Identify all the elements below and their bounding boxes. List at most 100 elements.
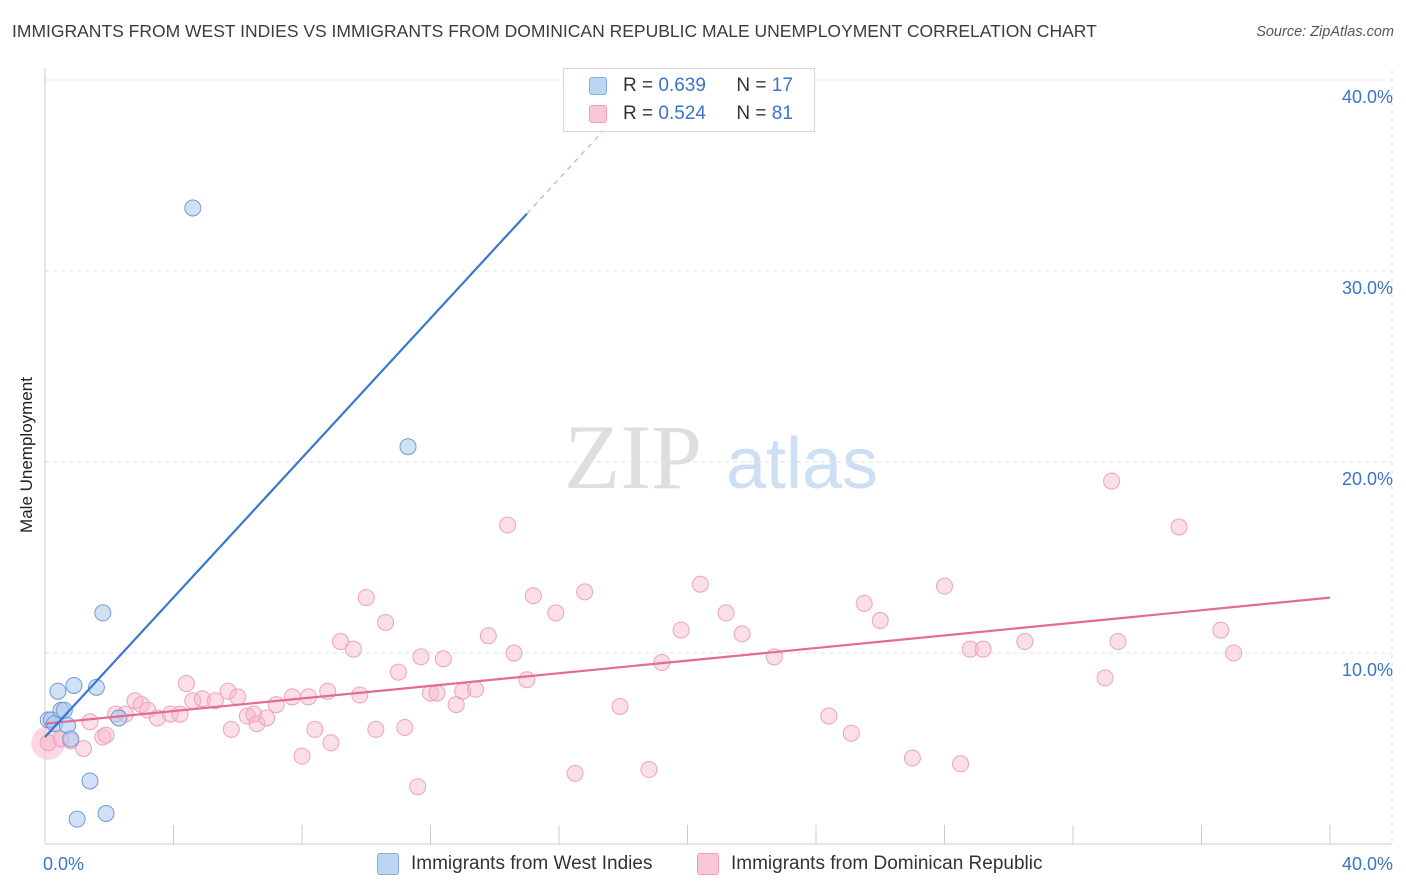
dominican-point-6 bbox=[97, 726, 115, 744]
legend-r-label: R = bbox=[623, 103, 654, 124]
legend-swatch-dominican bbox=[589, 105, 607, 123]
dominican-point-10 bbox=[132, 696, 150, 714]
legend-n-value-dominican: 81 bbox=[771, 103, 793, 124]
dominican-point-40 bbox=[396, 718, 414, 736]
dominican-point-5 bbox=[94, 728, 112, 746]
legend-swatch-west-indies bbox=[589, 77, 607, 95]
chart-title: IMMIGRANTS FROM WEST INDIES VS IMMIGRANT… bbox=[12, 21, 1097, 41]
west-indies-trend-extension bbox=[526, 73, 656, 215]
bottom-legend-swatch-dominican bbox=[697, 853, 719, 875]
dominican-point-26 bbox=[267, 696, 285, 714]
dominican-point-35 bbox=[351, 686, 369, 704]
west-indies-point-13 bbox=[97, 804, 115, 822]
west-indies-point-11 bbox=[87, 678, 105, 696]
west-indies-point-15 bbox=[184, 199, 202, 217]
west-indies-point-3 bbox=[49, 682, 67, 700]
dominican-republic-points bbox=[31, 472, 1243, 796]
bottom-legend-swatch-west-indies bbox=[377, 853, 399, 875]
west-indies-point-12 bbox=[94, 604, 112, 622]
dominican-point-37 bbox=[367, 720, 385, 738]
legend-r-label: R = bbox=[623, 75, 654, 96]
dominican-point-33 bbox=[332, 633, 350, 651]
watermark-zip: ZIP bbox=[564, 406, 702, 508]
dominican-point-61 bbox=[691, 575, 709, 593]
dominican-point-56 bbox=[576, 583, 594, 601]
dominican-point-38 bbox=[377, 613, 395, 631]
dominican-trend-line bbox=[44, 596, 1331, 725]
dominican-point-55 bbox=[566, 764, 584, 782]
west-indies-point-9 bbox=[68, 810, 86, 828]
dominican-point-65 bbox=[820, 707, 838, 725]
trend-lines bbox=[44, 73, 1331, 738]
dominican-point-72 bbox=[961, 640, 979, 658]
dominican-point-67 bbox=[855, 594, 873, 612]
dominican-point-66 bbox=[842, 724, 860, 742]
dominican-point-79 bbox=[1212, 621, 1230, 639]
bottom-legend-label-west-indies: Immigrants from West Indies bbox=[411, 853, 653, 874]
dominican-point-69 bbox=[903, 749, 921, 767]
legend-r-value-west-indies: 0.639 bbox=[658, 75, 706, 96]
legend-row-west-indies: R = 0.639 N = 17 bbox=[589, 74, 793, 98]
dominican-point-53 bbox=[524, 587, 542, 605]
tick-labels: 10.0% 20.0% 30.0% 40.0% 0.0% 40.0% bbox=[43, 87, 1393, 874]
dominican-point-42 bbox=[412, 648, 430, 666]
dominican-point-60 bbox=[672, 621, 690, 639]
dominican-point-68 bbox=[871, 612, 889, 630]
west-indies-point-10 bbox=[81, 772, 99, 790]
dominican-point-52 bbox=[518, 671, 536, 689]
west-indies-point-8 bbox=[65, 676, 83, 694]
west-indies-point-7 bbox=[62, 730, 80, 748]
dominican-point-78 bbox=[1170, 518, 1188, 536]
dominican-point-41 bbox=[409, 778, 427, 796]
dominican-point-45 bbox=[434, 650, 452, 668]
legend-r-value-dominican: 0.524 bbox=[658, 103, 706, 124]
dominican-point-3 bbox=[75, 740, 93, 757]
dominican-point-36 bbox=[357, 589, 375, 607]
dominican-point-25 bbox=[258, 709, 276, 727]
correlation-legend: R = 0.639 N = 17 R = 0.524 N = 81 bbox=[563, 68, 815, 132]
dominican-point-75 bbox=[1096, 669, 1114, 687]
legend-row-dominican: R = 0.524 N = 81 bbox=[589, 102, 793, 126]
dominican-point-76 bbox=[1103, 472, 1121, 490]
legend-n-label: N = bbox=[736, 103, 767, 124]
dominican-point-48 bbox=[466, 680, 484, 698]
dominican-point-80 bbox=[1225, 644, 1243, 662]
dominican-point-73 bbox=[974, 640, 992, 658]
dominican-point-44 bbox=[428, 684, 446, 702]
dominican-point-58 bbox=[640, 761, 658, 779]
west-indies-points bbox=[39, 199, 417, 828]
y-axis-label: Male Unemployment bbox=[17, 377, 36, 533]
dominican-point-27 bbox=[283, 688, 301, 706]
dominican-point-51 bbox=[505, 644, 523, 662]
dominican-point-24 bbox=[248, 715, 266, 733]
y-tick-label-30: 30.0% bbox=[1342, 278, 1393, 298]
grid-lines bbox=[45, 70, 1393, 844]
axes bbox=[44, 68, 1392, 845]
dominican-point-cluster bbox=[31, 725, 66, 760]
dominican-point-63 bbox=[733, 625, 751, 643]
legend-n-value-west-indies: 17 bbox=[771, 75, 793, 96]
dominican-point-20 bbox=[222, 720, 240, 738]
bottom-legend-west-indies: Immigrants from West Indies bbox=[377, 851, 652, 877]
y-tick-label-40: 40.0% bbox=[1342, 87, 1393, 107]
legend-n-label: N = bbox=[736, 75, 767, 96]
dominican-point-32 bbox=[322, 734, 340, 752]
x-tick-label-0: 0.0% bbox=[43, 854, 84, 874]
y-tick-label-10: 10.0% bbox=[1342, 660, 1393, 680]
dominican-point-18 bbox=[206, 692, 224, 710]
watermark-atlas: atlas bbox=[726, 424, 878, 504]
dominican-point-30 bbox=[306, 720, 324, 738]
dominican-point-4 bbox=[81, 713, 99, 731]
dominican-point-54 bbox=[547, 604, 565, 622]
dominican-point-71 bbox=[952, 755, 970, 773]
dominican-point-70 bbox=[936, 577, 953, 595]
bottom-legend-dominican: Immigrants from Dominican Republic bbox=[697, 851, 1043, 877]
dominican-point-15 bbox=[177, 675, 195, 693]
dominican-point-62 bbox=[717, 604, 735, 622]
y-tick-label-20: 20.0% bbox=[1342, 469, 1393, 489]
dominican-point-50 bbox=[499, 516, 517, 534]
west-indies-point-16 bbox=[399, 438, 417, 456]
dominican-point-14 bbox=[171, 705, 189, 723]
dominican-point-39 bbox=[389, 663, 407, 681]
